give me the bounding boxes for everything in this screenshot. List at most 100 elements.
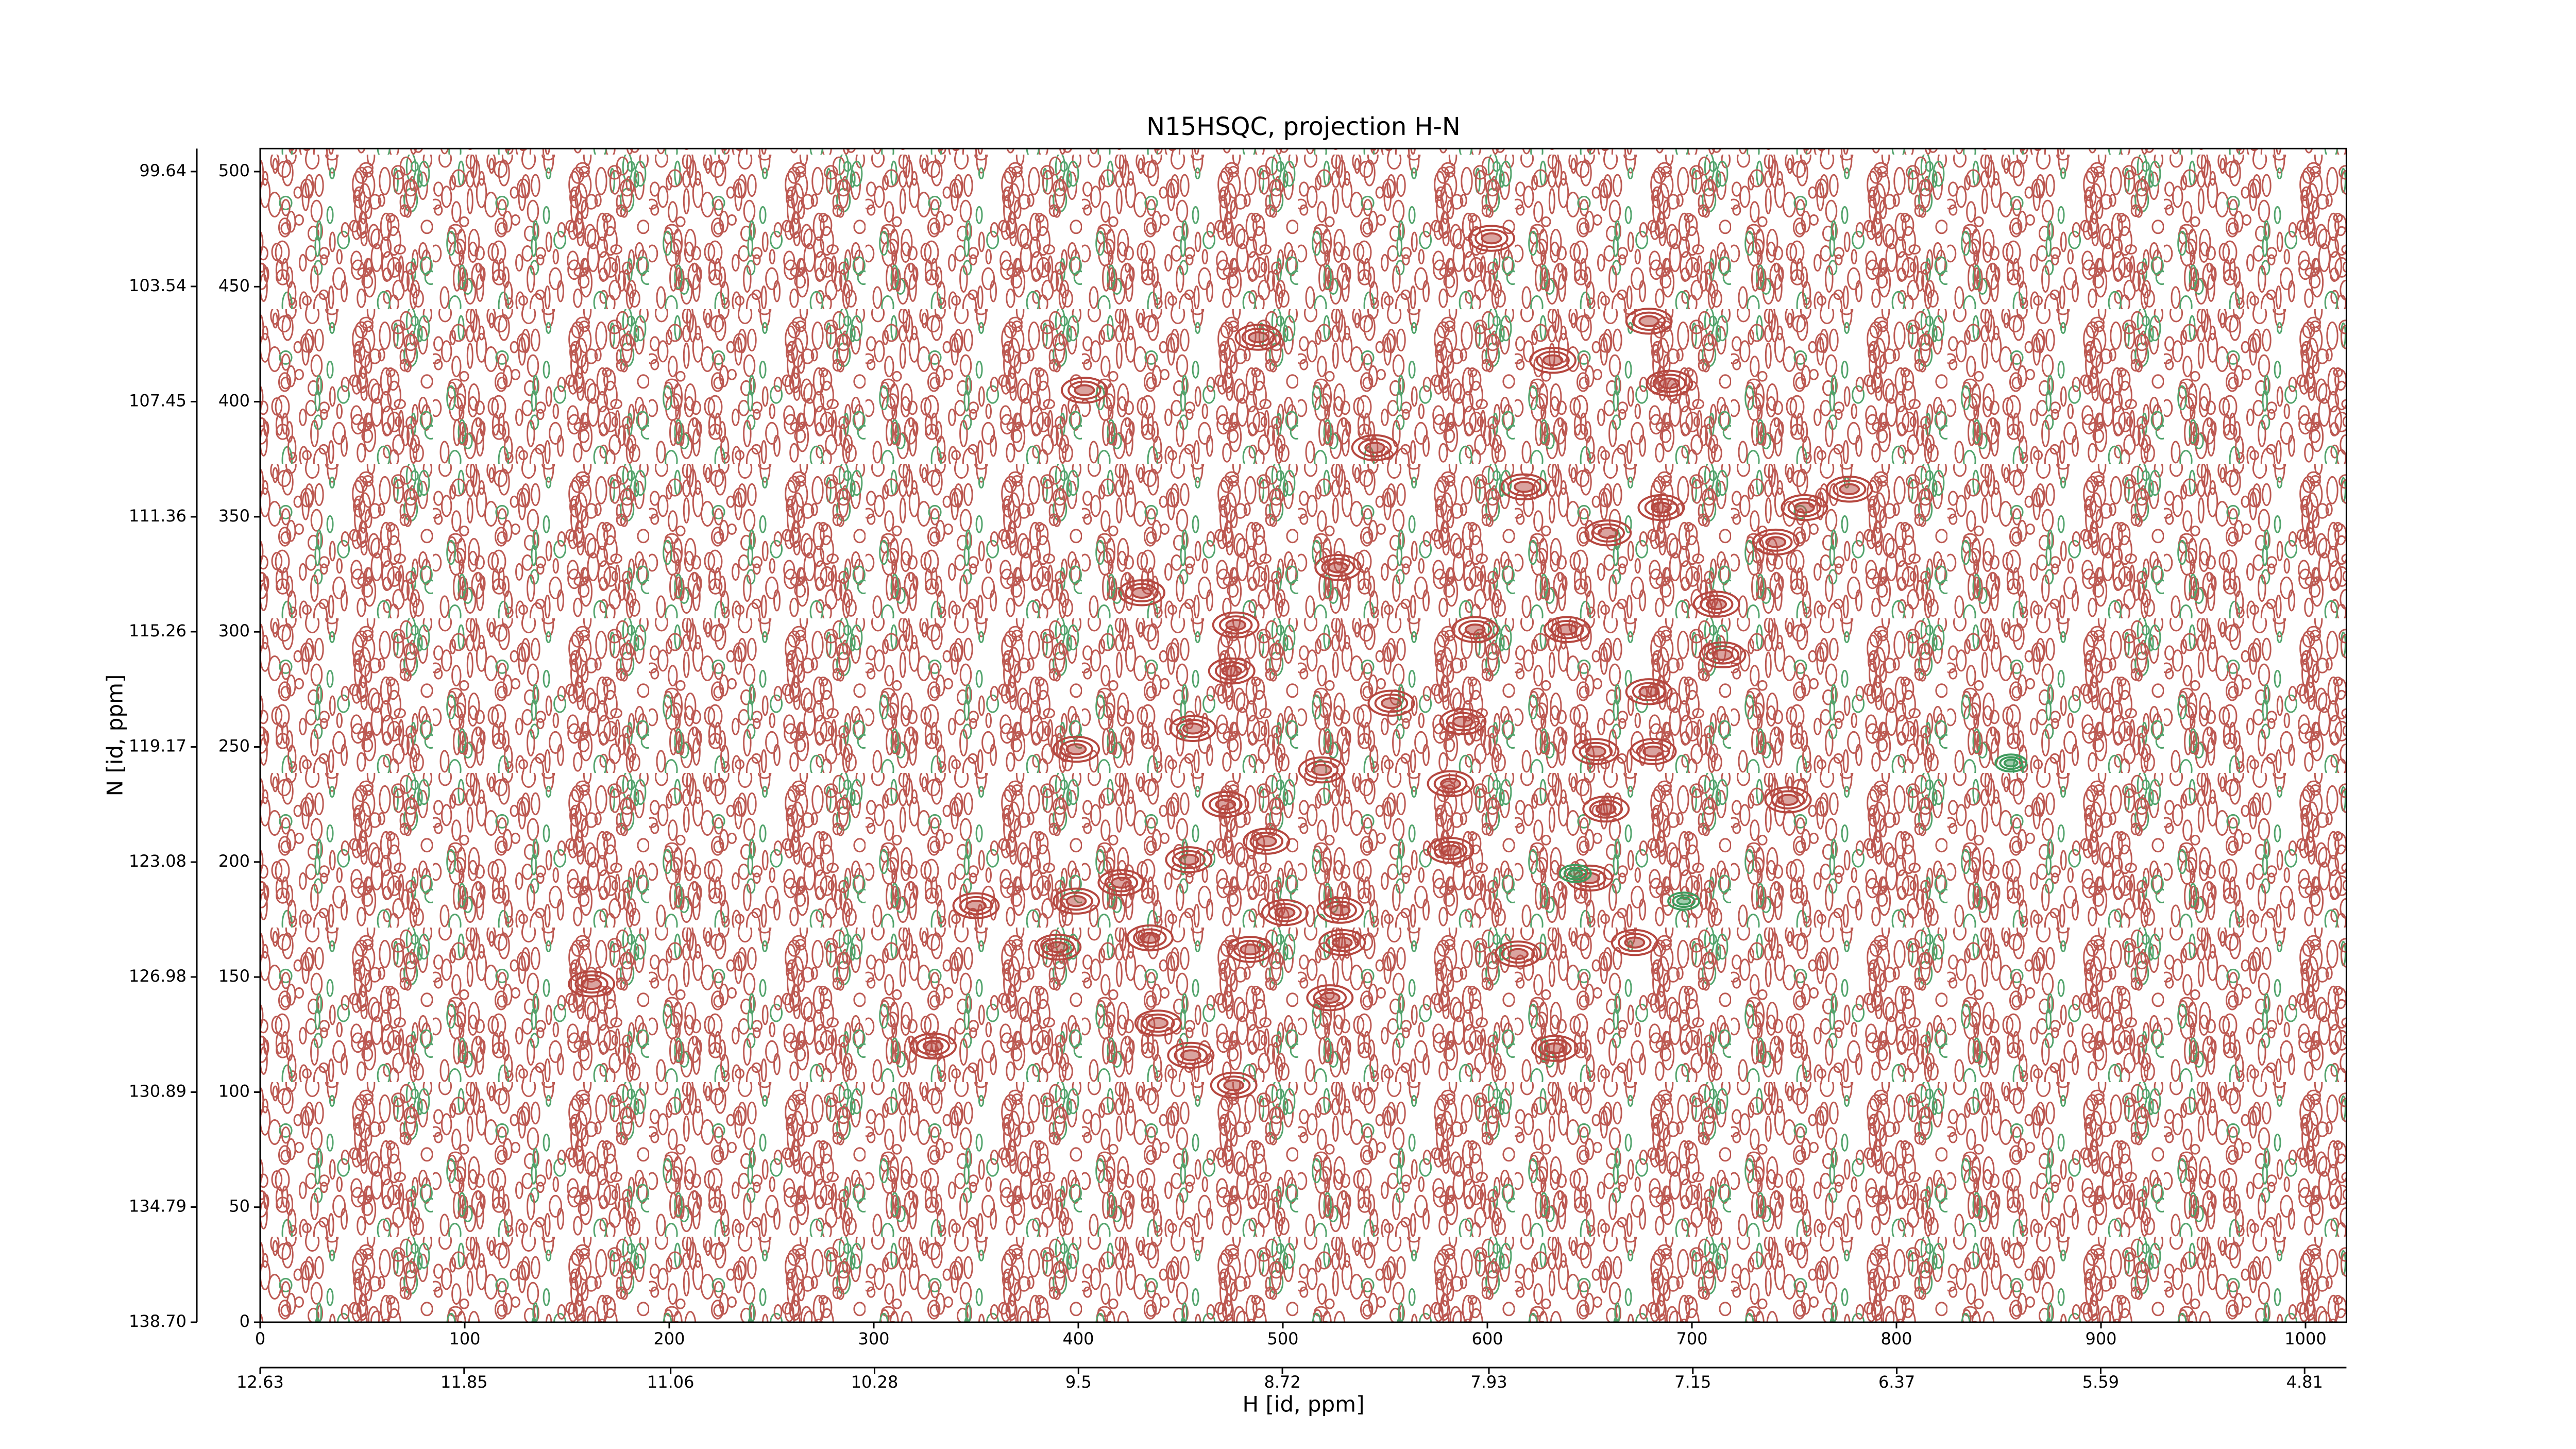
peak-contour: [1625, 308, 1673, 335]
peak-contour: [1131, 586, 1153, 599]
peak-contour: [1176, 719, 1210, 738]
peak-contour: [1781, 494, 1828, 521]
peak-contour: [1458, 620, 1492, 639]
peak: [1825, 476, 1873, 503]
peak: [1582, 795, 1630, 823]
peak-contour: [1374, 693, 1409, 713]
peak: [1494, 940, 1542, 968]
x2-tick-label: 9.5: [1065, 1372, 1092, 1392]
x-tick-label: 600: [1471, 1329, 1503, 1349]
peak: [1167, 1041, 1215, 1069]
peak: [1243, 828, 1291, 855]
peak-contour: [1632, 311, 1666, 331]
peak-contour: [1563, 866, 1587, 881]
peak-contour: [1839, 483, 1860, 495]
peak: [1646, 369, 1693, 397]
peak: [1208, 657, 1256, 685]
y-tick-label: 350: [218, 506, 250, 526]
peak-contour: [1053, 735, 1100, 763]
y-tick-label: 200: [218, 851, 250, 871]
peak-contour: [1319, 991, 1341, 1004]
peak-contour: [1208, 657, 1256, 685]
peak: [1316, 897, 1364, 924]
peak: [1212, 611, 1260, 639]
peak-contour: [1167, 1041, 1215, 1069]
peak-contour: [1652, 374, 1687, 393]
peak: [1699, 641, 1747, 669]
peak-contour: [581, 978, 602, 990]
peak-contour: [1765, 536, 1787, 548]
peak-contour: [1367, 689, 1415, 717]
peak-contour: [1118, 579, 1166, 606]
peak: [1134, 1009, 1182, 1037]
peak-contour: [1637, 494, 1685, 521]
peak-contour: [1249, 831, 1284, 851]
x-tick-label: 100: [449, 1329, 480, 1349]
peak-contour: [1097, 869, 1145, 897]
peak-contour: [1216, 1075, 1251, 1095]
peak-contour: [1165, 846, 1213, 873]
peak-contour: [1542, 354, 1564, 366]
peak-contour: [1226, 936, 1274, 963]
peak-contour: [1538, 1038, 1572, 1058]
peak-contour: [1433, 774, 1468, 794]
peak-contour: [1787, 498, 1822, 517]
peak: [1558, 864, 1592, 883]
peak-contour: [1771, 790, 1805, 810]
peak-contour: [1589, 799, 1623, 819]
peak-contour: [1126, 924, 1174, 952]
peak-contour: [1513, 481, 1535, 493]
peak: [1201, 790, 1249, 818]
peak-contour: [1999, 756, 2023, 770]
peak: [1752, 528, 1800, 556]
peak-contour: [1331, 936, 1353, 949]
peak: [1451, 616, 1499, 643]
peak-contour: [1221, 665, 1243, 677]
peak-contour: [1133, 928, 1167, 948]
peak: [909, 1032, 957, 1060]
y-tick-label: 400: [218, 391, 250, 411]
peak-contour: [1676, 897, 1691, 906]
peak-contour: [1053, 887, 1100, 915]
y2-tick-label: 107.45: [129, 391, 187, 410]
x2-tick-label: 10.28: [851, 1372, 899, 1392]
peak-contour: [574, 974, 608, 994]
peak-contour: [1706, 598, 1727, 611]
peak-contour: [1667, 891, 1701, 911]
peak: [1367, 689, 1415, 717]
peak-contour: [1558, 864, 1592, 883]
peak-contour: [1500, 473, 1548, 501]
peak-contour: [1544, 1042, 1566, 1055]
x2-tick-label: 4.81: [2286, 1372, 2323, 1392]
peak: [1126, 924, 1174, 952]
peak-contour: [1139, 932, 1161, 944]
x-tick-label: 0: [255, 1329, 265, 1349]
peak-contour: [1240, 943, 1261, 956]
peak-contour: [1644, 498, 1679, 517]
peak-contour: [1585, 745, 1606, 758]
peak-contour: [1321, 558, 1355, 577]
peak-contour: [1172, 850, 1206, 870]
x-tick-label: 1000: [2284, 1329, 2326, 1349]
x2-tick-label: 7.15: [1674, 1372, 1711, 1392]
peak-contour: [1752, 528, 1800, 556]
peak: [1427, 837, 1475, 864]
peak: [1034, 933, 1082, 961]
peak-contour: [1451, 616, 1499, 643]
peak-contour: [1582, 795, 1630, 823]
peak-contour: [1223, 1079, 1245, 1091]
x-tick-label: 700: [1676, 1329, 1707, 1349]
y2-tick-label: 134.79: [129, 1196, 187, 1216]
peak-contour: [1351, 434, 1399, 462]
y2-tick-label: 115.26: [129, 621, 187, 641]
peak-contour: [1507, 948, 1529, 961]
peak: [1439, 708, 1487, 735]
peak: [1226, 936, 1274, 963]
x2-tick-label: 6.37: [1878, 1372, 1915, 1392]
peak-contour: [1481, 232, 1502, 245]
peak-contour: [1304, 760, 1339, 780]
peak-contour: [1699, 594, 1734, 614]
peak-contour: [1325, 933, 1359, 952]
peak: [1637, 494, 1685, 521]
